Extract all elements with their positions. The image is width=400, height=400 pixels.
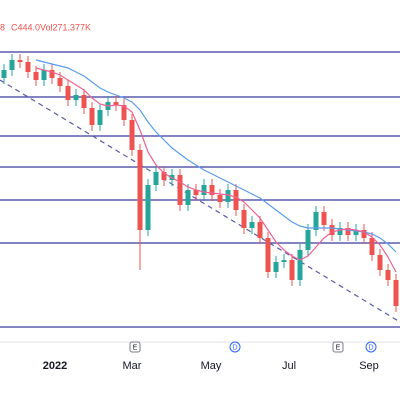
candle-body [361, 230, 367, 238]
candle-body [97, 110, 103, 125]
x-tick-label: May [201, 360, 222, 372]
candle-body [289, 260, 295, 280]
trendline [0, 79, 400, 323]
candle-body [33, 72, 39, 80]
event-label: D [368, 344, 373, 351]
x-tick-label: Mar [123, 360, 142, 372]
candle-body [81, 95, 87, 108]
candle-body [393, 280, 399, 306]
event-label: D [232, 344, 237, 351]
candle-body [9, 60, 15, 70]
candle-body [249, 222, 255, 228]
candle-body [233, 190, 239, 210]
candle-body [345, 228, 351, 235]
candle-body [241, 210, 247, 228]
event-marker [129, 341, 141, 353]
header-volume: Vol271.377K [40, 22, 91, 32]
x-tick-label: Sep [359, 360, 379, 372]
candle-body [377, 255, 383, 270]
candle-body [137, 150, 143, 230]
event-label: E [133, 344, 138, 351]
candle-body [177, 175, 183, 205]
candle-body [265, 238, 271, 272]
candle-body [73, 95, 79, 100]
moving-average [35, 59, 397, 253]
event-marker [229, 341, 241, 353]
moving-average [35, 67, 397, 273]
candle-body [329, 225, 335, 235]
candle-body [113, 102, 119, 105]
candle-body [337, 228, 343, 235]
candle-body [225, 190, 231, 202]
x-tick-label: Jul [282, 360, 296, 372]
candle-body [129, 120, 135, 150]
candle-body [281, 260, 287, 262]
candle-body [273, 262, 279, 272]
candle-body [89, 108, 95, 125]
candle-body [369, 238, 375, 255]
candle-body [145, 185, 151, 230]
candle-body [385, 270, 391, 280]
candle-body [1, 70, 7, 78]
candle-body [193, 190, 199, 195]
candle-body [185, 190, 191, 205]
candle-body [201, 185, 207, 195]
candle-body [321, 212, 327, 225]
candle-body [217, 195, 223, 202]
candle-body [161, 172, 167, 180]
candle-body [297, 250, 303, 280]
candle-body [121, 105, 127, 120]
event-marker [365, 341, 377, 353]
candle-body [25, 62, 31, 72]
candle-body [305, 230, 311, 250]
candle-body [313, 212, 319, 230]
candle-body [153, 172, 159, 185]
header-close: C444.0 [11, 22, 40, 32]
candle-body [209, 185, 215, 195]
candle-body [353, 230, 359, 235]
candle-body [257, 222, 263, 238]
event-marker [332, 341, 344, 353]
candle-body [49, 70, 55, 78]
header-fragment: 8 [0, 22, 5, 32]
event-label: E [336, 344, 341, 351]
candle-body [41, 70, 47, 80]
x-tick-label: 2022 [43, 360, 67, 372]
candle-body [65, 86, 71, 100]
candle-body [57, 78, 63, 86]
candle-body [17, 60, 23, 62]
